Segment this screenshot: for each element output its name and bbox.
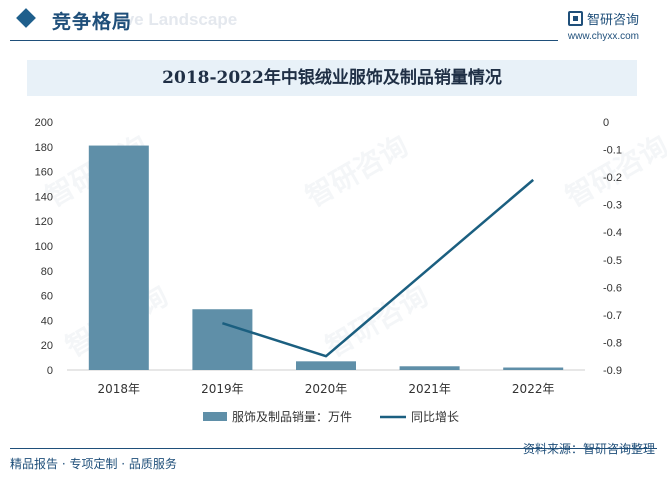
y-left-tick-label: 140 — [35, 191, 53, 203]
y-right-tick-label: -0.8 — [603, 337, 622, 349]
y-right-tick-label: -0.6 — [603, 282, 622, 294]
bar — [399, 366, 460, 370]
y-right-tick-label: -0.5 — [603, 255, 622, 267]
x-tick-label: 2021年 — [408, 382, 451, 396]
x-tick-label: 2020年 — [305, 382, 348, 396]
brand: 智研咨询 — [567, 9, 639, 28]
section-subtitle: ive Landscape — [120, 10, 238, 29]
x-tick-label: 2018年 — [98, 382, 141, 396]
y-left-tick-label: 0 — [47, 365, 53, 377]
y-right-tick-label: -0.3 — [603, 200, 622, 212]
chart-title-band: 2018-2022年中银绒业服饰及制品销量情况 — [27, 60, 637, 96]
bar — [503, 367, 564, 370]
brand-url: www.chyxx.com — [567, 31, 639, 42]
header: ive Landscape 竞争格局 智研咨询 www.chyxx.com — [0, 0, 667, 44]
legend-bar-swatch — [203, 412, 227, 421]
y-left-tick-label: 120 — [35, 216, 53, 228]
chart: 0 20 40 60 80 100 120 140 160 180 200 -0.9 -0.8 -0.7 -… — [35, 117, 622, 424]
footer-divider — [10, 448, 657, 449]
growth-line — [222, 178, 535, 358]
y-right-tick-label: 0 — [603, 117, 609, 129]
y-right-tick-label: -0.7 — [603, 310, 622, 322]
y-right-tick-label: -0.4 — [603, 227, 622, 239]
y-left-tick-label: 20 — [41, 340, 53, 352]
y-left-tick-label: 200 — [35, 117, 53, 129]
y-right-tick-label: -0.2 — [603, 172, 622, 184]
legend-bar-label: 服饰及制品销量：万件 — [232, 410, 352, 424]
y-left-tick-label: 100 — [35, 241, 53, 253]
chart-title: 2018-2022年中银绒业服饰及制品销量情况 — [162, 68, 502, 88]
bar — [296, 361, 356, 370]
x-tick-label: 2022年 — [512, 382, 555, 396]
y-left-tick-label: 80 — [41, 266, 53, 278]
bar — [88, 145, 149, 370]
legend-line-label: 同比增长 — [411, 410, 459, 424]
source-note: 资料来源：智研咨询整理 — [522, 442, 655, 456]
y-left-tick-label: 60 — [41, 291, 53, 303]
footer-tagline: 精品报告 · 专项定制 · 品质服务 — [10, 457, 177, 471]
section-title: 竞争格局 — [52, 11, 133, 33]
bar — [192, 309, 253, 370]
y-left-tick-label: 160 — [35, 167, 53, 179]
y-right-tick-label: -0.9 — [603, 365, 622, 377]
y-right-tick-label: -0.1 — [603, 145, 622, 157]
y-left-tick-label: 40 — [41, 315, 53, 327]
x-tick-label: 2019年 — [201, 382, 244, 396]
y-left-tick-label: 180 — [35, 142, 53, 154]
brand-logo-icon — [567, 11, 583, 26]
header-divider — [10, 40, 558, 41]
brand-name: 智研咨询 — [586, 13, 639, 28]
